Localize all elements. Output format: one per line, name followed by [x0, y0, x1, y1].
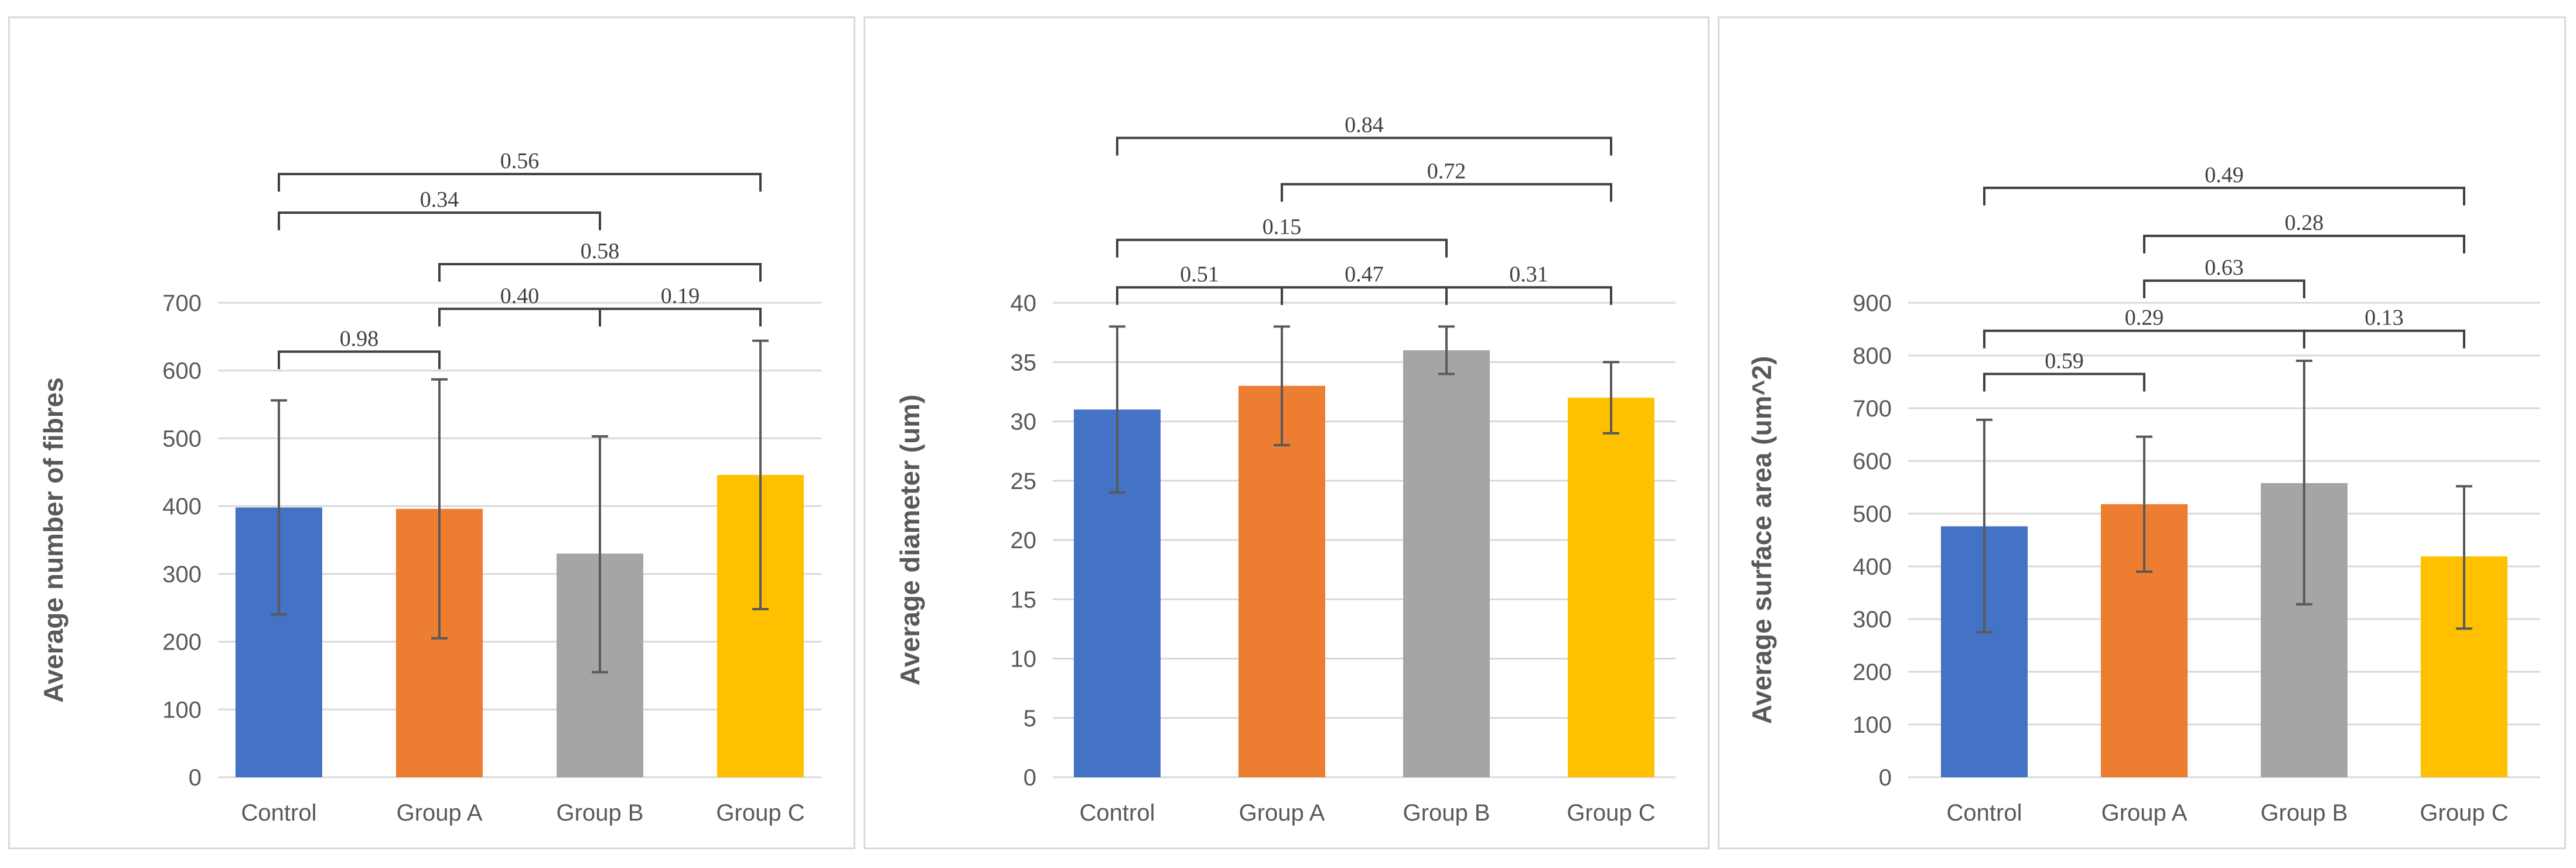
y-tick-label: 200 [162, 630, 202, 655]
y-tick-label: 10 [1011, 647, 1037, 672]
comparison-bracket [1281, 183, 1612, 202]
y-tick-label: 0 [1023, 765, 1036, 791]
category-label: Control [1080, 800, 1155, 826]
y-tick-label: 500 [162, 426, 202, 452]
p-value-label: 0.49 [2205, 163, 2244, 187]
p-value-label: 0.15 [1263, 215, 1302, 240]
y-tick-label: 600 [1852, 449, 1892, 474]
y-tick-label: 5 [1023, 706, 1036, 732]
y-tick-label: 300 [1852, 607, 1892, 633]
y-tick-label: 100 [162, 697, 202, 723]
category-label: Group A [2101, 800, 2188, 826]
bar-group-a [1238, 385, 1325, 777]
comparison-bracket [1116, 238, 1448, 258]
y-axis-label: Average surface area (um^2) [1746, 356, 1777, 725]
category-label: Group B [1403, 800, 1490, 826]
category-label: Group B [2261, 800, 2348, 826]
comparison-bracket [1445, 286, 1612, 305]
y-tick-label: 500 [1852, 501, 1892, 527]
p-value-label: 0.31 [1509, 262, 1548, 287]
p-value-label: 0.63 [2205, 255, 2244, 280]
y-tick-label: 15 [1011, 587, 1037, 613]
p-value-label: 0.34 [420, 187, 459, 212]
category-label: Group A [1239, 800, 1325, 826]
p-value-label: 0.28 [2285, 211, 2324, 235]
comparison-bracket [1116, 136, 1612, 156]
category-label: Group C [2420, 800, 2508, 826]
p-value-label: 0.72 [1427, 159, 1466, 184]
category-label: Group C [1567, 800, 1655, 826]
p-value-label: 0.19 [661, 283, 700, 308]
y-tick-label: 700 [1852, 396, 1892, 422]
p-value-label: 0.47 [1345, 262, 1384, 287]
comparison-bracket [2143, 279, 2305, 299]
bar-group-c [1568, 398, 1654, 777]
p-value-label: 0.29 [2125, 306, 2164, 330]
p-value-label: 0.98 [340, 326, 379, 351]
chart-panel-surface-area: 0 100 200 300 400 500 600 700 800 900 Average surf… [1718, 16, 2566, 849]
y-tick-label: 700 [162, 291, 202, 316]
y-tick-label: 200 [1852, 659, 1892, 685]
category-label: Group C [716, 800, 804, 826]
comparison-bracket [438, 307, 601, 327]
comparison-bracket [2303, 329, 2465, 348]
fibres-chart: 0 100 200 300 400 500 600 700 Average number of … [38, 149, 821, 826]
y-tick-label: 20 [1011, 528, 1037, 553]
comparison-bracket [599, 307, 762, 327]
comparison-bracket [1983, 186, 2465, 206]
surface-area-chart: 0 100 200 300 400 500 600 700 800 900 Average surf… [1746, 163, 2540, 826]
y-axis-label: Average number of fibres [38, 377, 69, 703]
y-tick-label: 400 [1852, 554, 1892, 580]
comparison-bracket [2143, 234, 2465, 254]
p-value-label: 0.56 [500, 149, 540, 173]
p-value-label: 0.13 [2365, 306, 2404, 330]
diameter-chart: 0 5 10 15 20 25 30 35 40 Average diameter (um) Con… [895, 113, 1676, 826]
y-tick-label: 35 [1011, 350, 1037, 375]
y-tick-label: 800 [1852, 343, 1892, 369]
comparison-bracket [1983, 373, 2145, 392]
bar-group-b [1403, 350, 1490, 777]
comparison-bracket [438, 263, 762, 282]
p-value-label: 0.84 [1345, 113, 1384, 138]
y-tick-label: 300 [162, 562, 202, 587]
category-label: Group A [397, 800, 483, 826]
p-value-label: 0.58 [581, 239, 620, 264]
comparison-bracket [1983, 329, 2305, 348]
y-tick-label: 0 [189, 765, 202, 791]
category-label: Control [1947, 800, 2022, 826]
y-tick-label: 0 [1879, 765, 1892, 791]
category-label: Group B [557, 800, 644, 826]
y-tick-label: 40 [1011, 291, 1037, 316]
comparison-bracket [278, 350, 441, 370]
y-tick-label: 900 [1852, 291, 1892, 316]
comparison-bracket [278, 173, 762, 192]
comparison-bracket [278, 211, 601, 231]
y-tick-label: 400 [162, 494, 202, 520]
chart-panel-diameter: 0 5 10 15 20 25 30 35 40 Average diameter (um) Con… [864, 16, 1710, 849]
y-tick-label: 25 [1011, 469, 1037, 494]
p-value-label: 0.59 [2045, 349, 2084, 374]
category-label: Control [241, 800, 317, 826]
y-tick-label: 30 [1011, 409, 1037, 435]
y-tick-label: 100 [1852, 712, 1892, 738]
y-axis-label: Average diameter (um) [895, 395, 925, 686]
p-value-label: 0.40 [500, 283, 540, 308]
y-tick-label: 600 [162, 358, 202, 384]
p-value-label: 0.51 [1180, 262, 1219, 287]
chart-panel-fibres: 0 100 200 300 400 500 600 700 Average number of … [8, 16, 855, 849]
